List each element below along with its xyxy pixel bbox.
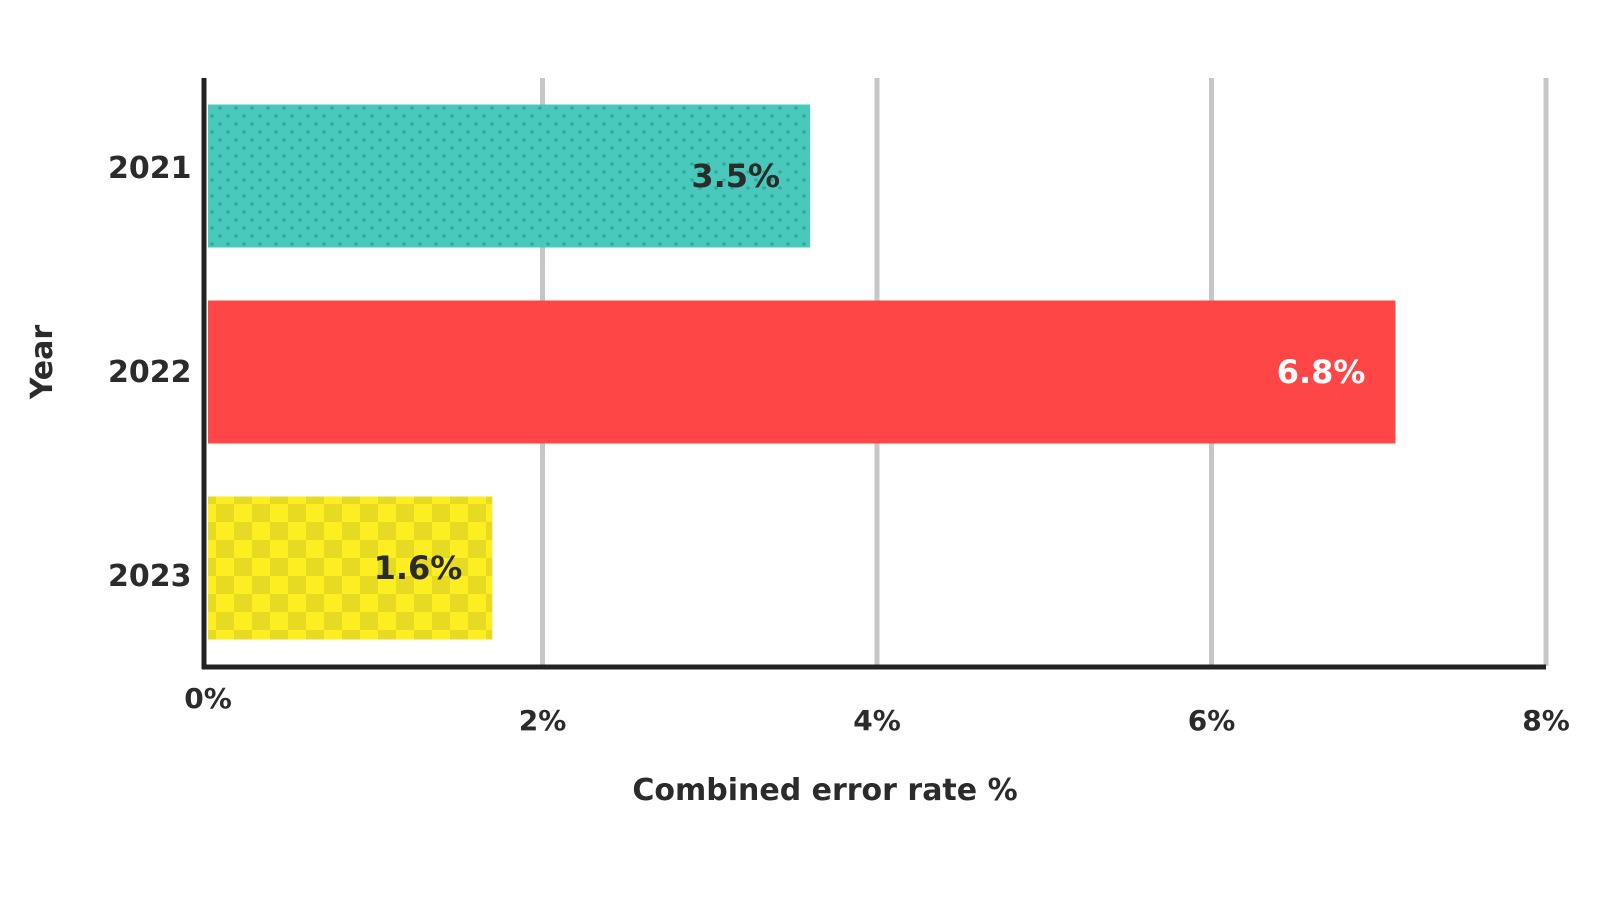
bars <box>208 104 1396 640</box>
x-tick-label-8: 8% <box>1522 704 1570 737</box>
bar-2022 <box>208 300 1396 444</box>
bar-2021 <box>208 104 811 248</box>
x-tick-label-6: 6% <box>1188 704 1236 737</box>
x-tick-label-4: 4% <box>853 704 901 737</box>
bar-2023 <box>208 496 493 640</box>
y-axis-title: Year <box>25 325 60 401</box>
category-label-2023: 2023 <box>108 559 192 594</box>
value-label-2021: 3.5% <box>691 157 780 195</box>
x-axis-title: Combined error rate % <box>632 773 1017 808</box>
x-tick-label-2: 2% <box>519 704 567 737</box>
value-label-2022: 6.8% <box>1277 353 1366 391</box>
axes <box>201 78 1546 670</box>
labels: 3.5% 2021 6.8% 2022 1.6% 2023 0% 2% 4% 6% 8% <box>108 151 1570 737</box>
x-tick-label-0: 0% <box>184 682 232 715</box>
value-label-2023: 1.6% <box>374 549 463 587</box>
category-label-2021: 2021 <box>108 151 192 186</box>
category-label-2022: 2022 <box>108 355 192 390</box>
